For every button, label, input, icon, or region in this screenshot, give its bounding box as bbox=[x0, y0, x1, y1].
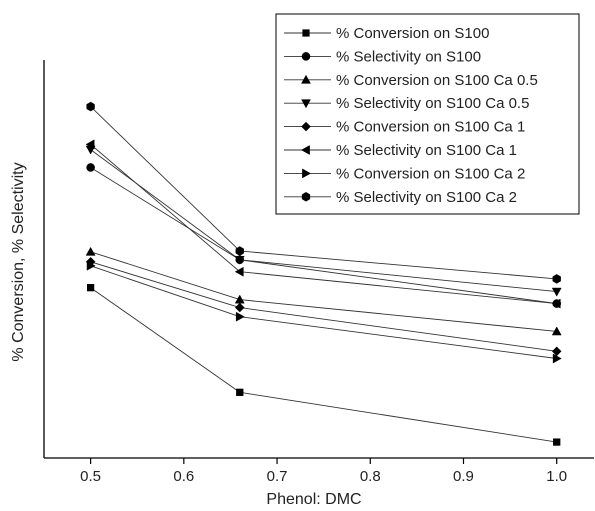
data-point-marker bbox=[301, 192, 311, 202]
legend-entry: % Conversion on S100 Ca 0.5 bbox=[284, 72, 538, 89]
data-point-marker bbox=[551, 326, 562, 336]
legend-label: % Selectivity on S100 Ca 1 bbox=[336, 142, 517, 159]
series-line bbox=[90, 261, 557, 352]
x-tick-label: 0.9 bbox=[453, 468, 474, 485]
data-point-marker bbox=[86, 101, 95, 112]
data-point-marker bbox=[235, 311, 245, 322]
legend-box bbox=[275, 13, 580, 215]
x-tick-label: 1.0 bbox=[546, 468, 567, 485]
data-point-marker bbox=[551, 287, 562, 297]
x-tick-label: 0.7 bbox=[267, 468, 288, 485]
legend-entry: % Selectivity on S100 Ca 2 bbox=[284, 189, 517, 206]
data-point-marker bbox=[552, 274, 561, 284]
legend-label: % Conversion on S100 Ca 0.5 bbox=[336, 72, 538, 89]
legend: % Conversion on S100 % Selectivity on S10… bbox=[275, 13, 580, 215]
x-tick-label: 0.8 bbox=[360, 468, 381, 485]
legend-label: % Conversion on S100 Ca 1 bbox=[336, 119, 525, 136]
data-point-marker bbox=[551, 298, 561, 309]
legend-entry: % Conversion on S100 Ca 2 bbox=[284, 165, 525, 182]
x-tick-label: 0.6 bbox=[173, 468, 194, 485]
data-point-marker bbox=[301, 74, 311, 84]
legend-entry: % Selectivity on S100 bbox=[284, 48, 481, 65]
legend-entry: % Selectivity on S100 Ca 1 bbox=[284, 142, 517, 159]
data-point-marker bbox=[301, 121, 311, 132]
data-point-marker bbox=[234, 266, 244, 277]
data-point-marker bbox=[235, 246, 244, 256]
series-layer bbox=[85, 101, 562, 446]
x-tick-label: 0.5 bbox=[80, 468, 101, 485]
legend-label: % Selectivity on S100 Ca 2 bbox=[336, 189, 517, 206]
data-point-marker bbox=[234, 255, 245, 265]
data-point-marker bbox=[85, 246, 96, 256]
data-point-marker bbox=[301, 52, 311, 61]
series-8 bbox=[86, 101, 561, 284]
legend-label: % Conversion on S100 Ca 2 bbox=[336, 165, 525, 182]
x-ticks: 0.5 0.6 0.7 0.8 0.9 1.0 bbox=[80, 458, 567, 485]
legend-label: % Conversion on S100 bbox=[336, 25, 489, 42]
y-axis-title: % Conversion, % Selectivity bbox=[10, 162, 27, 361]
data-point-marker bbox=[302, 29, 310, 37]
axes bbox=[43, 60, 594, 459]
data-point-marker bbox=[236, 388, 244, 396]
data-point-marker bbox=[301, 99, 311, 109]
series-1 bbox=[86, 284, 561, 446]
data-point-marker bbox=[234, 302, 245, 313]
legend-entry: % Selectivity on S100 Ca 0.5 bbox=[284, 95, 529, 112]
data-point-marker bbox=[85, 139, 95, 150]
x-axis-title: Phenol: DMC bbox=[266, 491, 361, 508]
series-3 bbox=[85, 246, 562, 336]
legend-entry: % Conversion on S100 Ca 1 bbox=[284, 119, 525, 136]
data-point-marker bbox=[552, 353, 562, 364]
data-point-marker bbox=[86, 260, 96, 271]
series-7 bbox=[86, 260, 562, 364]
legend-label: % Selectivity on S100 bbox=[336, 48, 481, 65]
data-point-marker bbox=[86, 163, 95, 172]
legend-entry: % Conversion on S100 bbox=[284, 25, 489, 42]
series-6 bbox=[85, 139, 561, 309]
series-line bbox=[90, 287, 557, 443]
data-point-marker bbox=[234, 294, 245, 304]
data-point-marker bbox=[302, 168, 312, 179]
series-5 bbox=[85, 256, 562, 357]
data-point-marker bbox=[86, 284, 95, 292]
legend-label: % Selectivity on S100 Ca 0.5 bbox=[336, 95, 529, 112]
data-point-marker bbox=[553, 438, 561, 446]
data-point-marker bbox=[300, 145, 310, 155]
